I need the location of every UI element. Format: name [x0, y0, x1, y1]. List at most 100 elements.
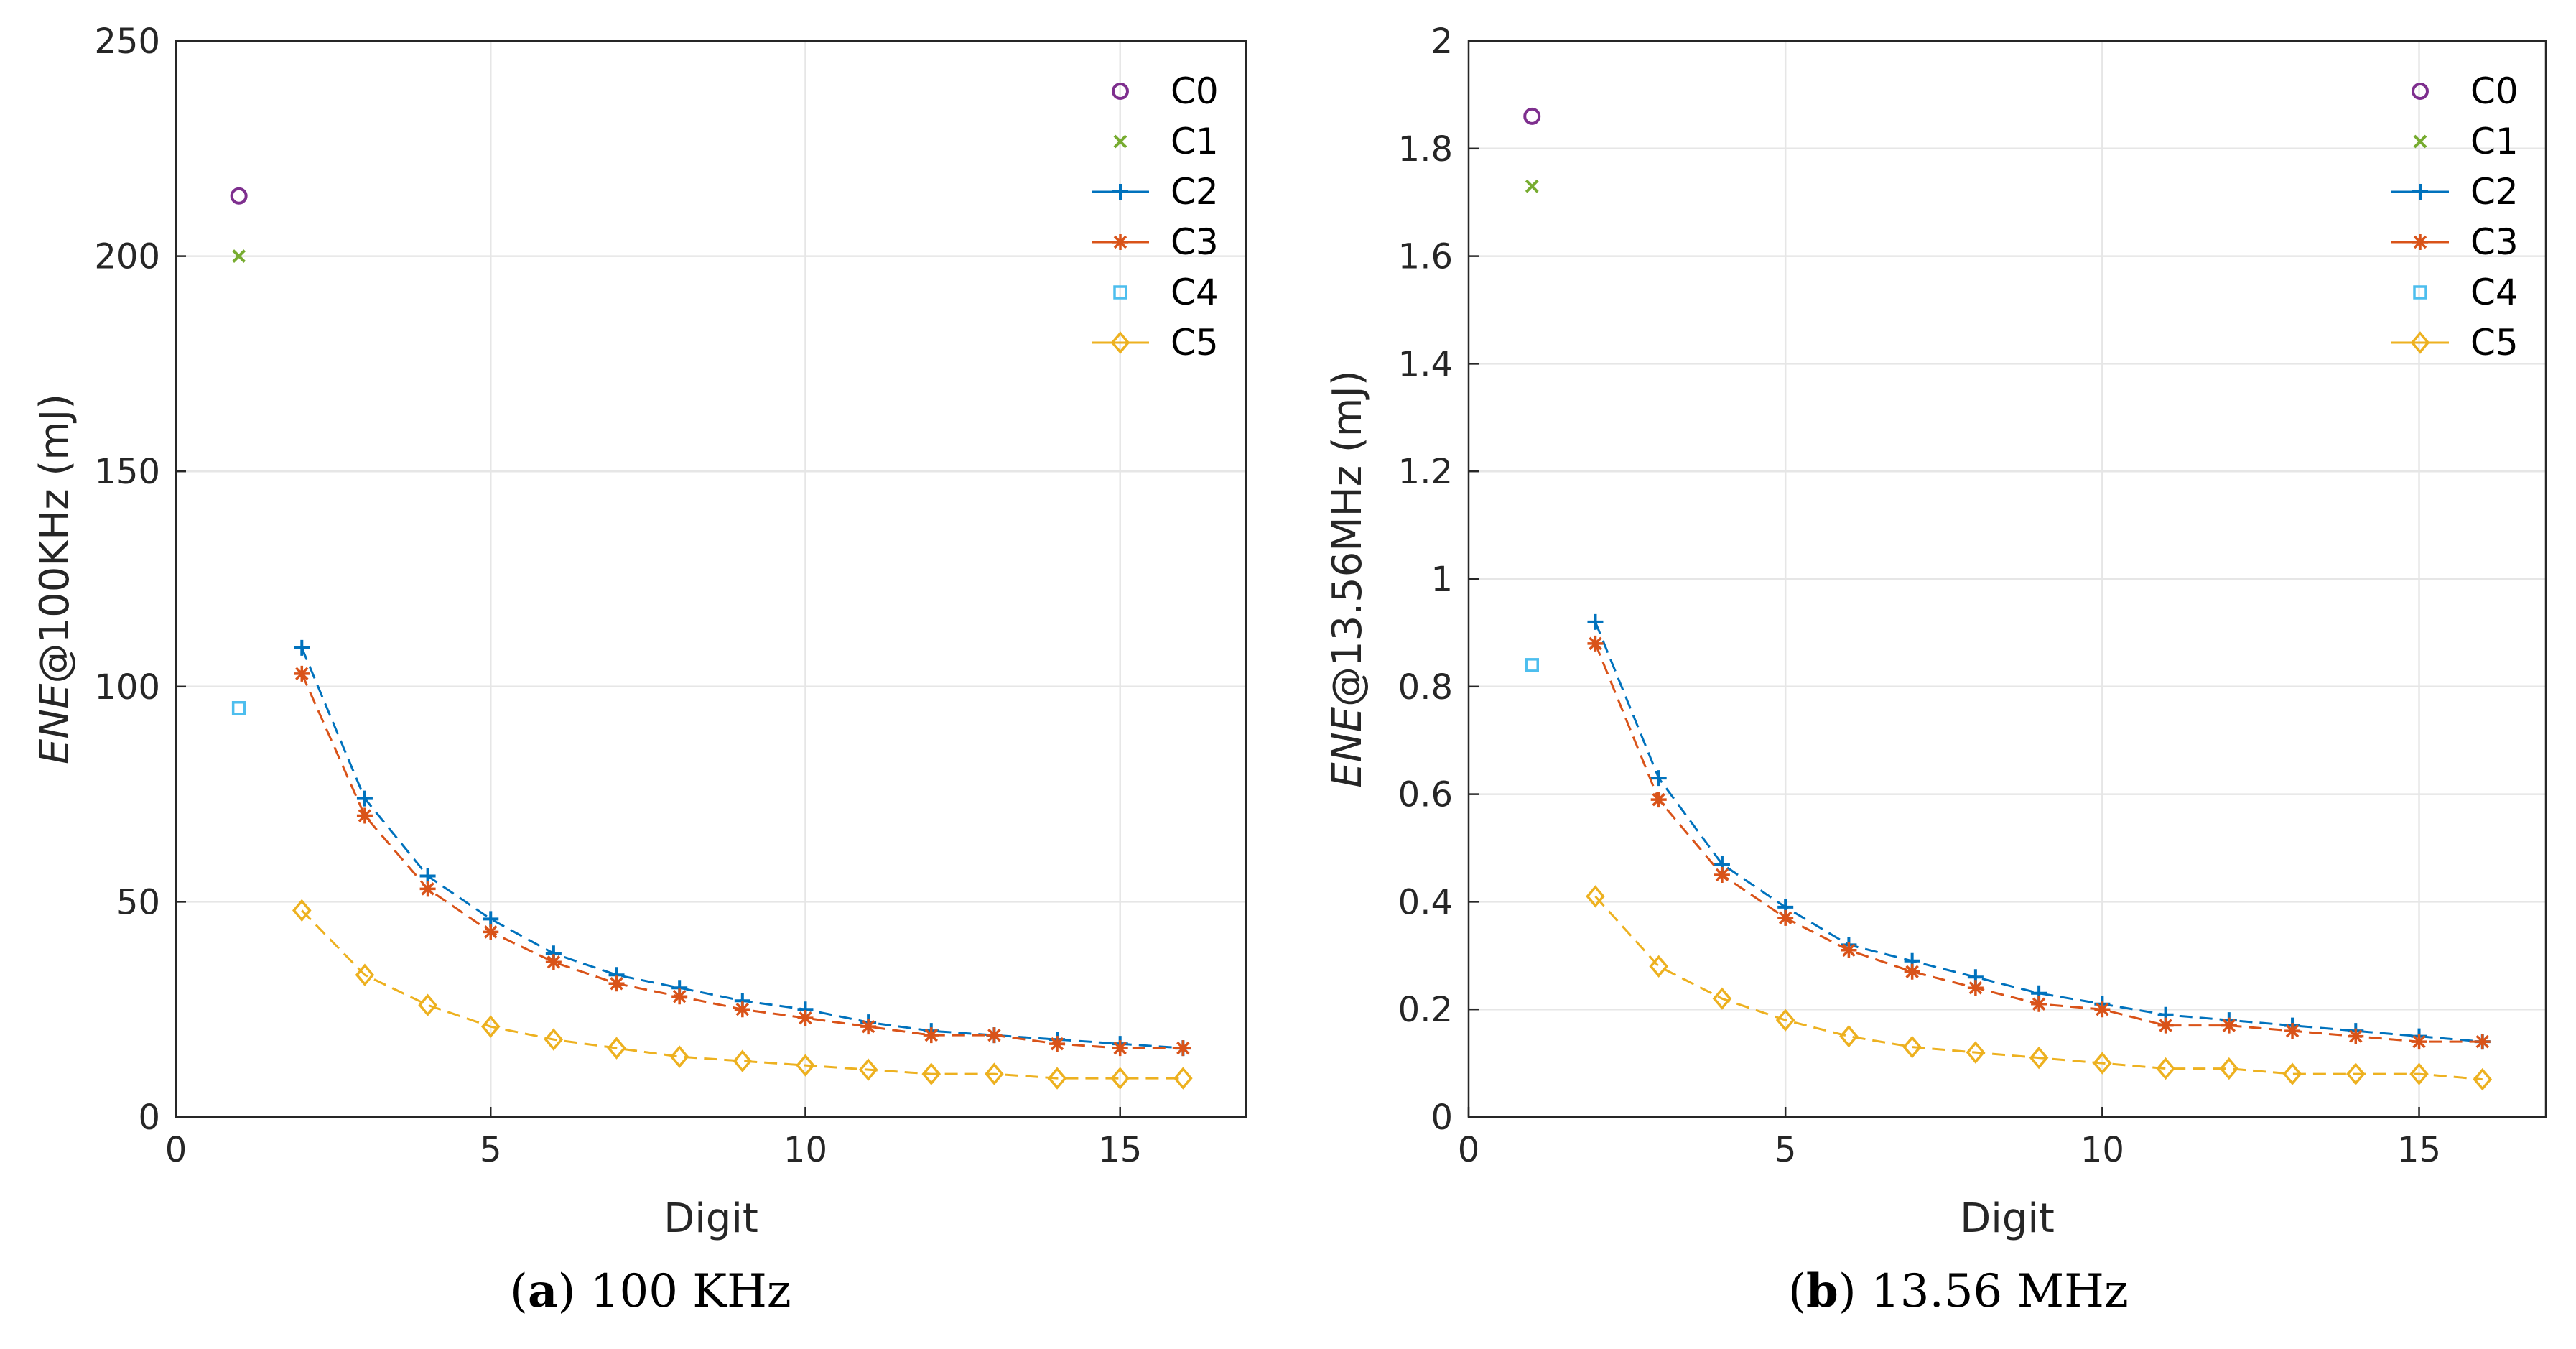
data-point-c3 — [860, 1019, 877, 1035]
x-axis-label: Digit — [1960, 1195, 2055, 1242]
caption-a: (a) 100 KHz — [510, 1264, 791, 1318]
legend-label-c4: C4 — [1171, 272, 1219, 313]
legend-label-c5: C5 — [2470, 322, 2519, 363]
data-point-c3 — [734, 1001, 750, 1018]
data-point-c5 — [292, 899, 312, 922]
data-point-c3 — [2474, 1034, 2491, 1050]
plot-area — [176, 41, 1246, 1117]
data-point-c3 — [1714, 866, 1730, 883]
data-point-c5 — [1047, 1067, 1067, 1090]
data-point-c3 — [419, 881, 436, 897]
data-point-c3 — [356, 807, 373, 824]
data-point-c3 — [1650, 792, 1667, 808]
series-line-c5 — [1594, 895, 2483, 1081]
axes-box — [175, 40, 1247, 1118]
legend-marker-c0 — [2412, 83, 2429, 100]
y-tick-label: 0.6 — [1398, 775, 1453, 815]
data-point-c3 — [1175, 1040, 1191, 1057]
legend-label-c2: C2 — [2470, 171, 2519, 213]
caption-b: (b) 13.56 MHz — [1788, 1264, 2129, 1318]
data-point-c3 — [294, 665, 310, 682]
series-c0 — [230, 187, 248, 205]
y-axis-label-italic: ENE — [1324, 706, 1371, 787]
legend-marker-c5 — [1110, 331, 1130, 354]
data-point-c5 — [480, 1015, 501, 1038]
data-point-c5 — [1110, 1067, 1130, 1090]
data-point-c5 — [2282, 1062, 2302, 1085]
data-point-c3 — [1112, 1040, 1128, 1057]
series-c5 — [292, 899, 1193, 1090]
caption-a-text: 100 KHz — [590, 1265, 791, 1318]
legend-marker-c2 — [1112, 184, 1128, 200]
legend-marker-c0 — [1112, 83, 1129, 100]
y-axis-label-italic: ENE — [32, 683, 78, 764]
legend-label-c0: C0 — [2470, 70, 2519, 112]
series-c3 — [1587, 635, 2491, 1050]
series-c3 — [294, 665, 1191, 1057]
data-point-c2 — [1650, 770, 1667, 787]
data-point-c3 — [608, 975, 625, 992]
data-point-c5 — [733, 1049, 753, 1072]
data-point-c5 — [921, 1062, 941, 1085]
y-tick-label: 1.8 — [1398, 129, 1453, 170]
y-tick-label: 1.4 — [1398, 344, 1453, 384]
y-tick-label: 0 — [138, 1098, 160, 1138]
legend-marker-c4 — [1113, 285, 1127, 300]
y-tick-label: 50 — [116, 882, 160, 922]
x-tick-label: 10 — [2080, 1130, 2124, 1170]
data-point-c5 — [1775, 1009, 1795, 1032]
series-line-c5 — [301, 909, 1184, 1080]
data-point-c4 — [231, 701, 246, 715]
y-axis-label-rest: @13.56MHz (mJ) — [1324, 370, 1371, 707]
data-point-c5 — [2029, 1046, 2049, 1070]
series-c5 — [1586, 885, 2493, 1091]
data-point-c5 — [1712, 987, 1732, 1010]
data-point-c5 — [2409, 1062, 2429, 1085]
legend-marker-c5 — [2410, 331, 2430, 354]
legend-label-c1: C1 — [2470, 121, 2519, 162]
data-point-c5 — [1649, 955, 1668, 978]
data-point-c3 — [1967, 980, 1984, 996]
data-point-c3 — [1841, 942, 1857, 958]
data-point-c5 — [669, 1045, 689, 1068]
data-point-c3 — [2411, 1034, 2427, 1050]
x-tick-label: 10 — [784, 1130, 827, 1170]
legend: C0 C1 C2 C3 C4 C5 — [2391, 70, 2519, 363]
legend-label-c4: C4 — [2470, 272, 2519, 313]
data-point-c5 — [2473, 1067, 2493, 1091]
data-point-c3 — [986, 1027, 1003, 1044]
data-point-c5 — [1586, 885, 1605, 908]
x-tick-label: 5 — [480, 1130, 502, 1170]
data-point-c1 — [232, 249, 246, 264]
y-axis-label: ENE@100KHz (mJ) — [32, 394, 78, 764]
y-tick-label: 150 — [94, 452, 160, 492]
y-tick-label: 1 — [1431, 560, 1453, 600]
legend-marker-c4 — [2413, 285, 2427, 300]
data-point-c5 — [418, 993, 437, 1016]
series-c0 — [1523, 107, 1541, 125]
caption-b-text: 13.56 MHz — [1871, 1265, 2129, 1318]
series-c1 — [232, 249, 246, 264]
y-tick-label: 1.2 — [1398, 452, 1453, 492]
data-point-c3 — [2031, 996, 2047, 1012]
series-c1 — [1525, 179, 1539, 193]
series-c4 — [1525, 658, 1539, 672]
data-point-c5 — [796, 1054, 815, 1077]
data-point-c3 — [797, 1010, 814, 1026]
legend-label-c3: C3 — [2470, 221, 2519, 263]
y-tick-label: 2 — [1431, 22, 1453, 62]
y-tick-label: 0 — [1431, 1098, 1453, 1138]
data-point-c5 — [355, 963, 375, 986]
legend-marker-c2 — [2412, 184, 2428, 200]
data-point-c1 — [1525, 179, 1539, 193]
y-tick-label: 250 — [94, 22, 160, 62]
legend-label-c2: C2 — [1171, 171, 1219, 213]
data-point-c3 — [483, 924, 499, 940]
x-tick-label: 15 — [1098, 1130, 1142, 1170]
y-tick-label: 0.2 — [1398, 990, 1453, 1030]
y-tick-label: 0.8 — [1398, 667, 1453, 708]
data-point-c3 — [2348, 1028, 2364, 1044]
data-point-c3 — [1777, 909, 1794, 926]
